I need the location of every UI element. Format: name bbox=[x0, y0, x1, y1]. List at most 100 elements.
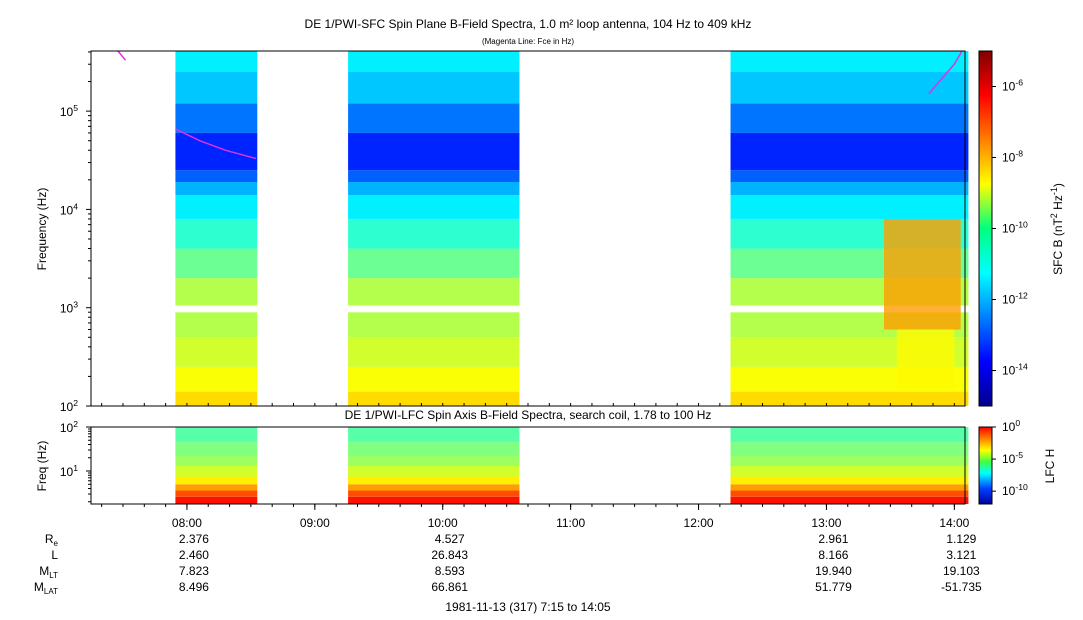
sfc-colorbar-tick-label-exp: -10 bbox=[1015, 220, 1028, 230]
lfc-colorbar-tick-label-base: 10 bbox=[1002, 484, 1016, 498]
ephemeris-value: 51.779 bbox=[815, 580, 852, 594]
sfc-band bbox=[175, 278, 258, 306]
lfc-ytick-label-base: 10 bbox=[60, 465, 74, 479]
time-tick-label: 09:00 bbox=[300, 516, 330, 530]
lfc-data-interval-0 bbox=[175, 427, 258, 504]
lfc-ytick-label: 102 bbox=[60, 419, 78, 435]
sfc-ytick-label-base: 10 bbox=[60, 400, 74, 414]
sfc-band bbox=[730, 182, 969, 196]
ephemeris-row-label-sub: LT bbox=[49, 571, 58, 580]
ephemeris-value: 19.940 bbox=[815, 564, 852, 578]
sfc-ytick-label-base: 10 bbox=[60, 105, 74, 119]
ephemeris-value: 4.527 bbox=[435, 532, 465, 546]
sfc-panel-title: DE 1/PWI-SFC Spin Plane B-Field Spectra,… bbox=[305, 17, 752, 31]
lfc-colorbar-label: LFC H bbox=[1043, 449, 1057, 484]
lfc-band bbox=[348, 465, 520, 477]
lfc-data-interval-1 bbox=[348, 427, 520, 504]
sfc-band bbox=[175, 51, 258, 73]
lfc-panel-title: DE 1/PWI-LFC Spin Axis B-Field Spectra, … bbox=[345, 408, 712, 422]
fce-magenta-line bbox=[117, 50, 963, 160]
sfc-band bbox=[175, 218, 258, 249]
sfc-band bbox=[348, 312, 520, 338]
sfc-band bbox=[348, 337, 520, 367]
lfc-band bbox=[175, 476, 258, 485]
sfc-colorbar-tick-label: 10-14 bbox=[1002, 362, 1028, 378]
ephemeris-row-label-name: R bbox=[45, 532, 54, 546]
ephemeris-value: 1.129 bbox=[946, 532, 976, 546]
lfc-band bbox=[348, 442, 520, 456]
date-range-footer: 1981-11-13 (317) 7:15 to 14:05 bbox=[445, 600, 611, 614]
time-tick-label: 08:00 bbox=[172, 516, 202, 530]
sfc-band bbox=[348, 51, 520, 73]
lfc-ytick-label-exp: 1 bbox=[73, 463, 78, 473]
lfc-band bbox=[348, 455, 520, 466]
ephemeris-value: 19.103 bbox=[943, 564, 980, 578]
time-tick-label: 10:00 bbox=[428, 516, 458, 530]
ephemeris-row-label: L bbox=[51, 548, 58, 562]
sfc-ytick-label: 103 bbox=[60, 300, 78, 316]
sfc-colorbar-label: SFC B (nT2 Hz-1) bbox=[1049, 183, 1065, 275]
sfc-band bbox=[348, 72, 520, 104]
sfc-colorbar-label-part: -1 bbox=[1049, 187, 1059, 195]
sfc-colorbar-tick-label-base: 10 bbox=[1002, 293, 1016, 307]
lfc-colorbar-tick-label-exp: -10 bbox=[1015, 482, 1028, 492]
ephemeris-value: 26.843 bbox=[431, 548, 468, 562]
sfc-colorbar-label-part: ) bbox=[1051, 183, 1065, 187]
sfc-colorbar-tick-label: 10-12 bbox=[1002, 291, 1028, 307]
lfc-band bbox=[730, 465, 969, 477]
sfc-band bbox=[730, 170, 969, 183]
fce-line-note: (Magenta Line: Fce in Hz) bbox=[482, 37, 574, 46]
sfc-band bbox=[175, 366, 258, 392]
sfc-ytick-label: 105 bbox=[60, 103, 78, 119]
sfc-band bbox=[175, 132, 258, 171]
lfc-band bbox=[175, 490, 258, 497]
lfc-band bbox=[175, 496, 258, 504]
lfc-band bbox=[175, 455, 258, 466]
lfc-ytick-label-exp: 2 bbox=[73, 419, 78, 429]
lfc-band bbox=[348, 496, 520, 504]
sfc-band bbox=[348, 366, 520, 392]
lfc-band bbox=[175, 442, 258, 456]
sfc-band bbox=[175, 72, 258, 104]
sfc-ytick-label-exp: 5 bbox=[73, 103, 78, 113]
sfc-colorbar-tick-label-exp: -8 bbox=[1015, 149, 1023, 159]
sfc-band bbox=[348, 391, 520, 406]
sfc-band bbox=[348, 195, 520, 219]
sfc-band bbox=[348, 103, 520, 133]
lfc-ytick-label: 101 bbox=[60, 463, 78, 479]
sfc-spectrogram-data bbox=[175, 51, 969, 406]
ephemeris-value: 2.376 bbox=[179, 532, 209, 546]
time-tick-label: 12:00 bbox=[684, 516, 714, 530]
lfc-band bbox=[730, 442, 969, 456]
sfc-colorbar-tick-label-exp: -14 bbox=[1015, 362, 1028, 372]
ephemeris-row-label-name: M bbox=[34, 580, 44, 594]
ephemeris-value: 66.861 bbox=[431, 580, 468, 594]
sfc-band bbox=[175, 248, 258, 279]
sfc-ytick-label-base: 10 bbox=[60, 302, 74, 316]
ephemeris-row-label-name: L bbox=[51, 548, 58, 562]
ephemeris-row-label-name: M bbox=[39, 564, 49, 578]
sfc-colorbar-tick-label: 10-8 bbox=[1002, 149, 1023, 165]
sfc-band bbox=[175, 391, 258, 406]
sfc-colorbar-tick-label-base: 10 bbox=[1002, 80, 1016, 94]
sfc-band bbox=[175, 337, 258, 367]
sfc-band bbox=[175, 182, 258, 196]
sfc-band bbox=[730, 51, 969, 73]
ephemeris-value: 8.496 bbox=[179, 580, 209, 594]
sfc-ytick-label-exp: 3 bbox=[73, 300, 78, 310]
lfc-band bbox=[175, 465, 258, 477]
ephemeris-row-label-sub: e bbox=[54, 539, 59, 548]
sfc-activity-patch-0 bbox=[883, 218, 961, 330]
lfc-colorbar-tick-label-base: 10 bbox=[1002, 420, 1016, 434]
sfc-colorbar-tick-label-exp: -6 bbox=[1015, 78, 1023, 88]
lfc-colorbar-tick-label: 100 bbox=[1002, 418, 1020, 434]
lfc-band bbox=[175, 484, 258, 491]
ephemeris-value: -51.735 bbox=[941, 580, 982, 594]
sfc-colorbar-tick-label: 10-6 bbox=[1002, 78, 1023, 94]
sfc-data-interval-0 bbox=[175, 51, 258, 406]
